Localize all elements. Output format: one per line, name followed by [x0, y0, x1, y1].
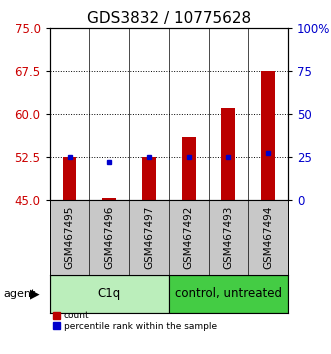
Bar	[63, 157, 76, 200]
Text: ▶: ▶	[30, 287, 39, 300]
Bar	[182, 137, 196, 200]
Bar	[261, 71, 275, 200]
Text: agent: agent	[3, 289, 36, 299]
Text: control, untreated: control, untreated	[175, 287, 282, 300]
Text: GSM467497: GSM467497	[144, 206, 154, 269]
Legend: count, percentile rank within the sample: count, percentile rank within the sample	[49, 308, 220, 335]
Bar	[50, 275, 169, 313]
Text: GSM467495: GSM467495	[65, 206, 74, 269]
Title: GDS3832 / 10775628: GDS3832 / 10775628	[87, 11, 251, 26]
Text: GSM467494: GSM467494	[263, 206, 273, 269]
Text: GSM467496: GSM467496	[104, 206, 114, 269]
Bar	[142, 157, 156, 200]
Text: GSM467492: GSM467492	[184, 206, 194, 269]
Text: C1q: C1q	[98, 287, 121, 300]
Bar	[169, 275, 288, 313]
Text: GSM467493: GSM467493	[223, 206, 233, 269]
Bar	[102, 198, 116, 200]
Bar	[221, 108, 235, 200]
